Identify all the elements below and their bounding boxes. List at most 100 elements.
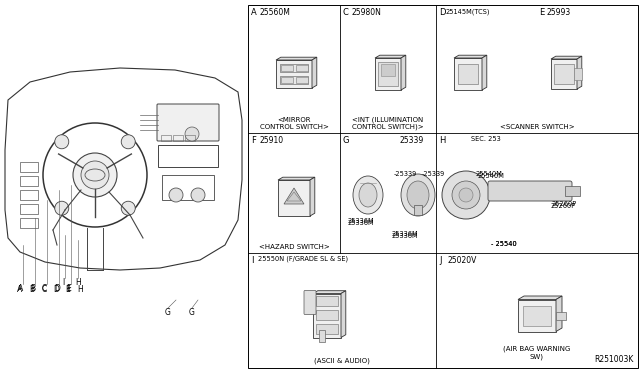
- Bar: [296, 65, 308, 71]
- Text: 25540M: 25540M: [476, 171, 503, 177]
- Ellipse shape: [452, 181, 480, 209]
- Circle shape: [81, 161, 109, 189]
- Text: D: D: [54, 284, 60, 293]
- FancyBboxPatch shape: [488, 181, 572, 201]
- Circle shape: [191, 188, 205, 202]
- Circle shape: [121, 135, 135, 149]
- Bar: [161, 135, 171, 141]
- Polygon shape: [276, 57, 317, 60]
- Bar: [454, 58, 482, 90]
- Text: D: D: [53, 285, 59, 294]
- Text: <HAZARD SWITCH>: <HAZARD SWITCH>: [259, 244, 330, 250]
- Text: 25550N (F/GRADE SL & SE): 25550N (F/GRADE SL & SE): [258, 256, 348, 263]
- Bar: [173, 135, 183, 141]
- Text: 25145M(TCS): 25145M(TCS): [446, 8, 490, 15]
- Bar: [20, 218, 38, 228]
- Bar: [276, 60, 312, 88]
- Bar: [523, 305, 551, 326]
- Text: 25260P: 25260P: [551, 203, 576, 209]
- Text: (ASCII & AUDIO): (ASCII & AUDIO): [314, 357, 370, 364]
- Bar: [518, 299, 556, 331]
- Ellipse shape: [442, 171, 490, 219]
- Bar: [278, 180, 310, 216]
- Circle shape: [73, 153, 117, 197]
- Bar: [281, 65, 293, 71]
- Bar: [378, 62, 398, 86]
- Bar: [281, 77, 293, 83]
- Text: F: F: [251, 136, 256, 145]
- Bar: [381, 64, 395, 76]
- Text: H: H: [439, 136, 445, 145]
- Text: <MIRROR
CONTROL SWITCH>: <MIRROR CONTROL SWITCH>: [260, 117, 328, 130]
- Bar: [556, 311, 566, 320]
- Text: C: C: [42, 284, 47, 293]
- FancyBboxPatch shape: [157, 104, 219, 141]
- Text: 25336M: 25336M: [348, 218, 374, 224]
- Text: 25260P: 25260P: [552, 201, 577, 207]
- Text: E: E: [66, 284, 71, 293]
- Text: I: I: [67, 285, 69, 294]
- Bar: [280, 64, 308, 72]
- Bar: [316, 324, 338, 334]
- FancyBboxPatch shape: [304, 291, 316, 314]
- Bar: [296, 77, 308, 83]
- Polygon shape: [454, 55, 487, 58]
- Polygon shape: [310, 177, 315, 216]
- Text: A: A: [17, 285, 22, 294]
- Polygon shape: [518, 296, 562, 299]
- Bar: [248, 5, 638, 368]
- Circle shape: [185, 127, 199, 141]
- Circle shape: [121, 201, 135, 215]
- Text: G: G: [165, 308, 171, 317]
- Text: D: D: [439, 8, 445, 17]
- Bar: [20, 190, 38, 200]
- Circle shape: [55, 135, 68, 149]
- Text: A: A: [251, 8, 257, 17]
- Bar: [316, 310, 338, 320]
- Polygon shape: [482, 55, 487, 90]
- Ellipse shape: [353, 176, 383, 214]
- Text: I: I: [62, 278, 64, 287]
- Text: 25339: 25339: [400, 136, 424, 145]
- Bar: [316, 295, 338, 305]
- Circle shape: [55, 201, 68, 215]
- Bar: [554, 64, 574, 84]
- Polygon shape: [284, 188, 304, 204]
- Text: 25910: 25910: [260, 136, 284, 145]
- Text: G: G: [189, 308, 195, 317]
- Polygon shape: [312, 57, 317, 88]
- Text: H: H: [77, 285, 83, 294]
- Text: - 25540: - 25540: [491, 241, 516, 247]
- Polygon shape: [556, 296, 562, 331]
- Polygon shape: [341, 291, 346, 337]
- Text: SEC. 253: SEC. 253: [471, 136, 500, 142]
- Bar: [458, 64, 478, 84]
- Text: I: I: [251, 256, 253, 265]
- Text: H: H: [75, 278, 81, 287]
- Bar: [313, 294, 341, 337]
- Bar: [414, 205, 422, 215]
- Text: - 25540: - 25540: [491, 241, 516, 247]
- Text: R251003K: R251003K: [595, 355, 634, 364]
- Text: -25339: -25339: [422, 171, 445, 177]
- Text: 25560M: 25560M: [260, 8, 291, 17]
- Text: E: E: [539, 8, 544, 17]
- Text: B: B: [29, 285, 35, 294]
- Bar: [375, 58, 401, 90]
- Text: <SCANNER SWITCH>: <SCANNER SWITCH>: [500, 124, 574, 130]
- Bar: [185, 135, 195, 141]
- Text: (AIR BAG WARNING
SW): (AIR BAG WARNING SW): [503, 346, 571, 360]
- Text: 25336M: 25336M: [392, 231, 419, 237]
- Ellipse shape: [459, 188, 473, 202]
- Bar: [565, 186, 580, 196]
- Text: 25336M: 25336M: [348, 220, 374, 226]
- Polygon shape: [577, 56, 582, 89]
- Polygon shape: [375, 55, 406, 58]
- Text: 25020V: 25020V: [448, 256, 477, 265]
- Text: 25336M: 25336M: [392, 233, 419, 239]
- Text: 25993: 25993: [547, 8, 572, 17]
- Circle shape: [169, 188, 183, 202]
- Polygon shape: [278, 177, 315, 180]
- Text: -25339: -25339: [394, 171, 417, 177]
- Text: C: C: [343, 8, 349, 17]
